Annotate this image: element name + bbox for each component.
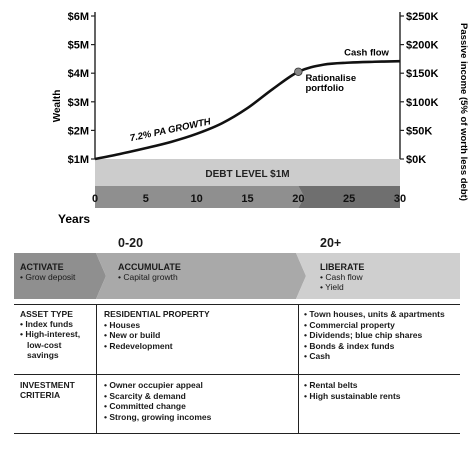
- liberate-title: LIBERATE: [320, 262, 365, 272]
- criteria-item: • High sustainable rents: [304, 390, 401, 401]
- rationalise-annotation: Rationalise: [305, 73, 356, 84]
- x-tick-label: 30: [394, 193, 406, 205]
- x-tick-label: 20: [292, 193, 304, 205]
- y-right-tick-label: $100K: [406, 97, 438, 109]
- x-axis-band-early: [95, 186, 305, 208]
- y-right-tick-label: $50K: [406, 125, 432, 137]
- x-axis-band-late: [298, 186, 400, 208]
- table-rule-bottom: [14, 433, 460, 434]
- asset-type-item: savings: [27, 349, 59, 360]
- rationalise-annotation: portfolio: [305, 83, 344, 94]
- liberate-block: LIBERATE • Cash flow • Yield: [320, 262, 364, 292]
- liberate-asset-item: • Dividends; blue chip shares: [304, 330, 423, 341]
- criteria-item: • Committed change: [104, 401, 186, 412]
- liberate-asset-item: • Bonds & index funds: [304, 340, 395, 351]
- phase-left-label: 0-20: [118, 236, 144, 250]
- liberate-criteria-cell: • Rental belts • High sustainable rents: [304, 380, 401, 401]
- band-accumulate-shape: [96, 253, 306, 299]
- phase-right-label: 20+: [320, 236, 342, 250]
- y-left-tick-label: $4M: [68, 68, 89, 80]
- band-liberate-shape: [296, 253, 460, 299]
- wealth-line: [94, 59, 401, 161]
- liberate-item: • Cash flow: [320, 272, 363, 282]
- cashflow-annotation: Cash flow: [344, 47, 389, 58]
- y-right-tick-label: $200K: [406, 40, 438, 52]
- criteria-heading-line: INVESTMENT: [20, 380, 75, 390]
- rationalise-point: [294, 67, 303, 76]
- y-left-tick-label: $5M: [68, 40, 89, 52]
- x-tick-label: 15: [241, 193, 253, 205]
- liberate-assets-cell: • Town houses, units & apartments • Comm…: [304, 309, 445, 362]
- asset-type-item: • High-interest,: [20, 329, 81, 340]
- growth-annotation: 7.2% PA GROWTH: [129, 116, 213, 144]
- residential-heading: RESIDENTIAL PROPERTY: [104, 309, 210, 319]
- residential-item: • Houses: [104, 319, 141, 330]
- table-col-divider-1: [96, 304, 97, 433]
- x-tick-label: 0: [92, 193, 98, 205]
- y-left-tick-label: $6M: [68, 11, 89, 23]
- investment-criteria-label: INVESTMENT CRITERIA: [20, 380, 75, 400]
- accumulate-title: ACCUMULATE: [118, 262, 181, 272]
- asset-type-item: low-cost: [27, 339, 62, 350]
- x-tick-label: 10: [191, 193, 203, 205]
- y-right-axis-title: Passive income (5% of worth less debt): [458, 23, 469, 201]
- y-left-axis-title: Wealth: [52, 90, 63, 123]
- asset-type-label: ASSET TYPE • Index funds • High-interest…: [20, 309, 80, 360]
- y-left-tick-label: $1M: [68, 154, 89, 166]
- activate-item: • Grow deposit: [20, 272, 76, 282]
- asset-type-item: • Index funds: [20, 319, 74, 330]
- accumulate-block: ACCUMULATE • Capital growth: [118, 262, 181, 282]
- x-axis-title: Years: [58, 212, 90, 226]
- residential-item: • New or build: [104, 330, 161, 341]
- liberate-item: • Yield: [320, 282, 344, 292]
- wealth-chart: DEBT LEVEL $1M $1M $2M $3M $4M $5M $6M $0K $50K $…: [52, 11, 469, 226]
- criteria-item: • Strong, growing incomes: [104, 411, 212, 422]
- y-right-tick-label: $150K: [406, 68, 438, 80]
- accumulate-item: • Capital growth: [118, 272, 178, 282]
- debt-level-label: DEBT LEVEL $1M: [205, 169, 289, 180]
- band-activate-shape: [14, 253, 106, 299]
- y-left-tick-label: $3M: [68, 97, 89, 109]
- liberate-asset-item: • Cash: [304, 351, 331, 362]
- accumulate-criteria-cell: • Owner occupier appeal • Scarcity & dem…: [104, 380, 211, 422]
- y-right-tick-label: $0K: [406, 154, 426, 166]
- x-tick-label: 5: [143, 193, 149, 205]
- y-right-tick-label: $250K: [406, 11, 438, 23]
- criteria-item: • Scarcity & demand: [104, 390, 186, 401]
- debt-level-band: [95, 159, 400, 186]
- residential-property-cell: RESIDENTIAL PROPERTY • Houses • New or b…: [104, 309, 210, 351]
- criteria-item: • Rental belts: [304, 380, 358, 390]
- activate-title: ACTIVATE: [20, 262, 64, 272]
- criteria-item: • Owner occupier appeal: [104, 380, 203, 390]
- x-tick-label: 25: [343, 193, 355, 205]
- liberate-asset-item: • Commercial property: [304, 319, 395, 330]
- residential-item: • Redevelopment: [104, 340, 173, 351]
- phase-band: [14, 253, 460, 299]
- criteria-heading-line: CRITERIA: [20, 390, 61, 401]
- table-rule-middle: [14, 374, 460, 375]
- activate-block: ACTIVATE • Grow deposit: [20, 262, 75, 282]
- asset-type-heading: ASSET TYPE: [20, 309, 73, 319]
- table-rule-top: [14, 304, 460, 305]
- y-left-tick-label: $2M: [68, 125, 89, 137]
- liberate-asset-item: • Town houses, units & apartments: [304, 309, 445, 319]
- table-col-divider-2: [298, 304, 299, 433]
